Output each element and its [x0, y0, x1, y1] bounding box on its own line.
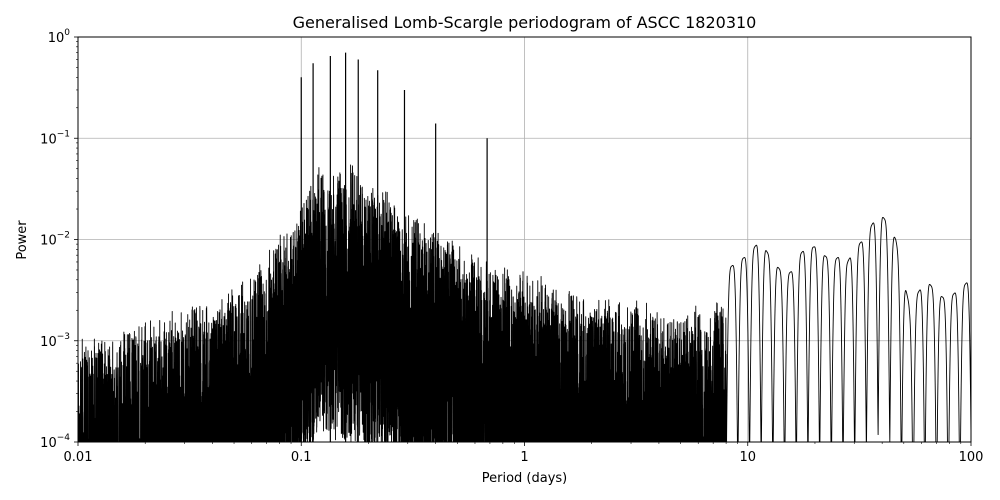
data-layer	[78, 52, 971, 442]
y-tick-label: 10−3	[40, 332, 70, 350]
chart-title: Generalised Lomb-Scargle periodogram of …	[293, 13, 757, 32]
x-axis-label: Period (days)	[482, 471, 568, 486]
y-tick-label: 10−4	[40, 433, 70, 451]
y-tick-label: 100	[48, 28, 71, 46]
y-axis-label: Power	[15, 220, 30, 260]
x-tick-label: 1	[520, 450, 528, 465]
axis-ticks: 0.01 0.1 1 10 100 10−4 10−3 10−2 10−1 100	[40, 28, 983, 465]
x-tick-label: 10	[739, 450, 756, 465]
y-tick-label: 10−1	[40, 129, 70, 147]
x-tick-label: 0.01	[64, 450, 93, 465]
y-tick-label: 10−2	[40, 231, 70, 249]
x-tick-label: 0.1	[291, 450, 312, 465]
x-tick-label: 100	[959, 450, 984, 465]
periodogram-trace	[78, 164, 971, 442]
